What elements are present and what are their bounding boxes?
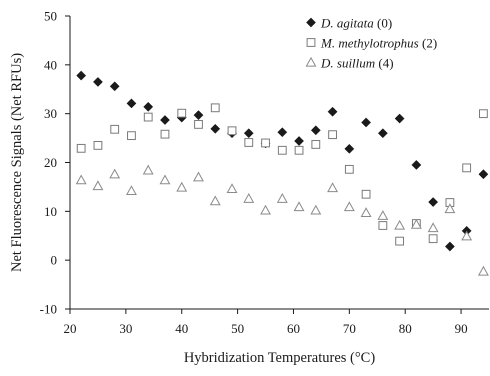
data-point — [243, 128, 254, 139]
data-point — [109, 81, 120, 92]
data-point — [93, 141, 103, 150]
data-point — [76, 143, 86, 153]
data-point — [277, 145, 287, 155]
data-point — [226, 183, 238, 194]
data-point — [444, 203, 456, 214]
data-point — [394, 113, 405, 124]
data-point — [410, 218, 422, 229]
data-point — [244, 138, 254, 147]
data-point — [395, 236, 405, 246]
data-point — [310, 125, 321, 136]
data-point — [227, 126, 237, 136]
data-point — [176, 181, 188, 192]
data-point — [260, 204, 271, 215]
data-point — [75, 174, 87, 185]
data-point — [210, 123, 221, 134]
data-point — [193, 110, 204, 121]
series-diamond — [76, 70, 489, 252]
data-point — [477, 265, 489, 276]
data-point — [344, 143, 355, 154]
data-point — [478, 169, 489, 180]
data-point — [294, 136, 305, 146]
data-point — [479, 109, 488, 119]
data-point — [143, 112, 153, 122]
data-point — [344, 164, 354, 174]
legend-label: D. agitata (0) — [320, 16, 392, 31]
series-triangle — [75, 164, 489, 276]
data-point — [92, 76, 103, 87]
y-tick-label: 10 — [44, 204, 57, 219]
data-point — [462, 163, 472, 173]
legend-marker-square — [306, 38, 316, 47]
data-point — [126, 98, 137, 109]
data-point — [361, 117, 372, 128]
x-tick-label: 70 — [343, 321, 356, 336]
y-tick-label: 20 — [44, 155, 57, 170]
data-point — [127, 131, 136, 141]
data-point — [343, 201, 355, 212]
y-tick-label: 0 — [51, 253, 58, 268]
data-point — [444, 241, 455, 252]
data-point — [109, 168, 121, 179]
data-point — [328, 130, 337, 140]
data-point — [428, 197, 439, 208]
y-tick-label: 30 — [44, 106, 57, 121]
data-point — [193, 171, 204, 182]
data-point — [110, 124, 120, 134]
data-point — [209, 195, 221, 206]
data-point — [327, 182, 339, 193]
x-axis-title: Hybridization Temperatures (°C) — [184, 350, 376, 366]
data-point — [261, 138, 270, 148]
x-tick-label: 30 — [119, 321, 132, 336]
data-point — [243, 193, 255, 203]
data-point — [126, 185, 137, 196]
data-point — [428, 234, 438, 244]
x-tick-label: 80 — [399, 321, 412, 336]
data-point — [76, 70, 87, 81]
data-point — [194, 120, 203, 129]
x-tick-label: 40 — [175, 321, 188, 336]
data-point — [159, 174, 171, 185]
y-axis-title: Net Fluorescence Signals (Net RFUs) — [9, 53, 25, 272]
data-point — [210, 103, 220, 113]
y-tick-label: 40 — [44, 57, 57, 72]
data-point — [327, 106, 338, 117]
x-tick-label: 50 — [231, 321, 244, 336]
data-point — [92, 180, 104, 191]
series-square — [76, 103, 488, 246]
y-tick-label: 50 — [44, 9, 57, 24]
data-point — [160, 129, 170, 139]
data-point — [277, 127, 288, 138]
data-point — [142, 164, 154, 175]
data-point — [461, 230, 473, 241]
data-point — [427, 222, 439, 233]
data-point — [177, 108, 187, 118]
data-point — [394, 219, 406, 230]
data-point — [143, 101, 154, 112]
data-point — [160, 115, 170, 125]
data-point — [377, 210, 389, 220]
data-point — [378, 221, 388, 230]
data-point — [361, 189, 371, 199]
data-point — [360, 207, 372, 217]
data-point — [293, 201, 305, 212]
data-point — [294, 145, 304, 155]
legend-label: M. methylotrophus (2) — [320, 36, 437, 51]
legend: D. agitata (0) M. methylotrophus (2) D. su… — [305, 16, 437, 71]
legend-marker-diamond — [306, 17, 316, 28]
data-point — [377, 128, 388, 139]
data-point — [310, 204, 322, 215]
x-tick-label: 60 — [287, 321, 300, 336]
legend-label: D. suillum (4) — [320, 56, 394, 71]
legend-marker-triangle — [305, 56, 317, 67]
x-tick-label: 90 — [455, 321, 468, 336]
y-tick-label: -10 — [40, 302, 57, 317]
data-point — [411, 159, 422, 170]
data-point — [311, 140, 321, 149]
data-point — [276, 193, 288, 203]
x-tick-label: 20 — [64, 321, 77, 336]
